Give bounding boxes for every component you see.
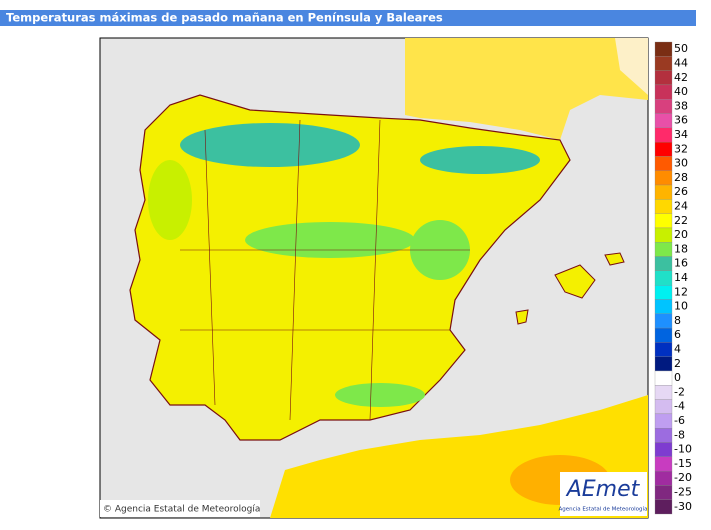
legend-label: -10 <box>674 443 692 456</box>
legend-label: 6 <box>674 328 681 341</box>
legend-swatch <box>654 170 673 186</box>
mallorca <box>554 264 596 299</box>
cold-south <box>335 383 425 407</box>
legend-label: -2 <box>674 385 685 398</box>
legend-label: 2 <box>674 357 681 370</box>
legend-swatch <box>654 299 673 314</box>
legend-swatch <box>654 184 673 200</box>
legend-label: 26 <box>674 185 688 198</box>
legend-swatch <box>654 385 673 400</box>
legend-swatch <box>654 270 673 286</box>
legend-label: -6 <box>674 414 685 427</box>
cold-center <box>245 222 415 258</box>
logo: AEmet <box>565 477 641 502</box>
alps <box>615 38 648 95</box>
legend-label: -25 <box>674 486 692 499</box>
legend-swatch <box>654 342 673 357</box>
legend-swatch <box>654 156 673 171</box>
cool-west <box>148 160 192 240</box>
legend-swatch <box>654 285 673 300</box>
legend-swatch <box>654 41 673 57</box>
iberia <box>129 94 571 441</box>
legend-label: 30 <box>674 157 688 170</box>
copyright: © Agencia Estatal de Meteorología <box>103 505 260 515</box>
legend-label: 50 <box>674 42 688 55</box>
legend-label: -20 <box>674 471 692 484</box>
legend-swatch <box>654 84 673 100</box>
legend-swatch <box>654 113 673 128</box>
legend-swatch <box>654 141 673 157</box>
legend-label: 34 <box>674 128 688 141</box>
legend-label: 4 <box>674 343 681 356</box>
legend-label: 38 <box>674 99 688 112</box>
legend-label: 24 <box>674 199 688 212</box>
legend-label: 14 <box>674 271 688 284</box>
legend-label: 12 <box>674 285 688 298</box>
cold-pyrenees <box>420 146 540 174</box>
legend-swatch <box>654 470 673 486</box>
legend-label: 44 <box>674 56 688 69</box>
legend: 5044424038363432302826242220181614121086… <box>654 41 692 515</box>
legend-swatch <box>654 428 673 443</box>
copyright-box <box>100 500 260 517</box>
legend-label: 0 <box>674 371 681 384</box>
borders <box>180 119 470 421</box>
legend-label: 40 <box>674 85 688 98</box>
legend-swatch <box>654 370 673 386</box>
legend-label: 8 <box>674 314 681 327</box>
legend-swatch <box>654 356 673 372</box>
legend-label: 18 <box>674 242 688 255</box>
logo-box <box>560 472 647 516</box>
title-bar <box>0 10 696 26</box>
legend-swatch <box>654 99 673 114</box>
legend-swatch <box>654 456 673 472</box>
legend-swatch <box>654 242 673 257</box>
legend-label: 28 <box>674 171 688 184</box>
legend-label: -30 <box>674 500 692 513</box>
legend-swatch <box>654 56 673 71</box>
legend-label: 22 <box>674 214 688 227</box>
legend-swatch <box>654 327 673 343</box>
ibiza <box>515 309 529 325</box>
legend-swatch <box>654 313 673 329</box>
logo-caption: Agencia Estatal de Meteorología <box>559 506 648 513</box>
legend-swatch <box>654 413 673 429</box>
france <box>405 38 648 140</box>
legend-label: 42 <box>674 71 688 84</box>
legend-swatch <box>654 227 673 243</box>
legend-label: 10 <box>674 300 688 313</box>
legend-swatch <box>654 442 673 457</box>
legend-label: -4 <box>674 400 685 413</box>
legend-swatch <box>654 399 673 415</box>
legend-swatch <box>654 256 673 271</box>
legend-swatch <box>654 199 673 214</box>
legend-label: -8 <box>674 428 685 441</box>
menorca <box>604 252 625 266</box>
legend-label: 20 <box>674 228 688 241</box>
legend-swatch <box>654 70 673 86</box>
legend-swatch <box>654 213 673 229</box>
legend-label: -15 <box>674 457 692 470</box>
legend-label: 36 <box>674 114 688 127</box>
legend-label: 32 <box>674 142 688 155</box>
cold-north <box>180 123 360 167</box>
legend-label: 16 <box>674 257 688 270</box>
legend-swatch <box>654 127 673 143</box>
legend-swatch <box>654 499 673 515</box>
legend-swatch <box>654 485 673 500</box>
title: Temperaturas máximas de pasado mañana en… <box>6 11 443 25</box>
